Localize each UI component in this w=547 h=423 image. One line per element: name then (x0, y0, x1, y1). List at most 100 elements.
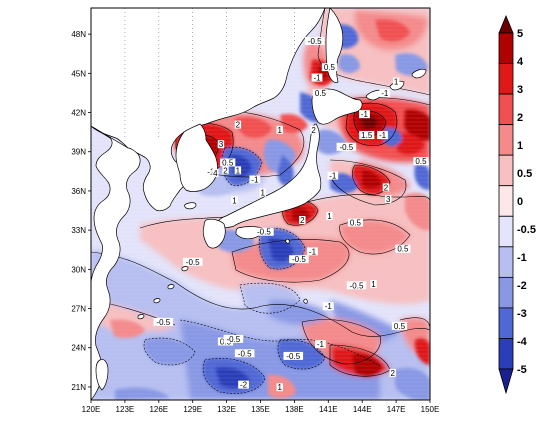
colorbar: 5 4 3 2 1 0.5 0 -0.5 -1 -2 -3 -4 -5 (498, 14, 536, 395)
contour-label: 1 (371, 280, 376, 289)
contour-label-box (276, 383, 283, 392)
colorbar-label: 5 (517, 28, 523, 40)
contour-label-box (336, 142, 357, 151)
contour-label: 1 (236, 166, 241, 175)
colorbar-label: 2 (517, 112, 523, 124)
contour-label: -1 (325, 302, 333, 311)
colorbar-label: 3 (517, 84, 523, 96)
colorbar-segment (498, 246, 514, 278)
lat-tick-label: 42N (71, 109, 86, 118)
contour-label-box (321, 63, 338, 72)
lon-tick-label: 144E (353, 405, 372, 414)
izu-islands (285, 238, 290, 244)
contour-label: 1 (277, 383, 282, 392)
contour-label-box (231, 196, 238, 205)
colorbar-label: 4 (517, 56, 524, 68)
contour-label: -0.5 (226, 335, 240, 344)
contour-label: -0.5 (238, 349, 252, 358)
contour-label: 1 (232, 196, 237, 205)
lat-tick-label: 33N (71, 226, 86, 235)
hokkaido (311, 88, 363, 125)
colorbar-label: -3 (517, 308, 527, 320)
jeju-island (184, 202, 197, 210)
contour-label: 3 (386, 195, 391, 204)
lon-tick-label: 123E (116, 405, 135, 414)
contour-label-box (220, 158, 236, 167)
contour-label-box (314, 340, 326, 349)
contour-label: 0.5 (324, 63, 336, 72)
contour-label: -1 (329, 172, 337, 181)
contour-label: -0.5 (308, 37, 322, 46)
colorbar-bottom-arrow (498, 368, 514, 395)
colorbar-segment (498, 185, 514, 217)
contour-label: 1 (327, 212, 332, 221)
lon-tick-label: 126E (149, 405, 168, 414)
contour-label: -0.5 (186, 258, 200, 267)
contour-label: 2 (311, 126, 316, 135)
contour-label: 1 (394, 77, 399, 86)
lon-tick-label: 138E (285, 405, 304, 414)
contour-label-box (289, 255, 309, 264)
contour-label-box (223, 334, 244, 343)
contour-label: -0.5 (156, 318, 170, 327)
contour-label-box (212, 168, 219, 177)
contour-label-box (153, 317, 174, 326)
lat-tick-label: 36N (71, 187, 86, 196)
contour-label-box (413, 157, 429, 166)
contour-label: -0.5 (292, 255, 306, 264)
contour-label: 1 (261, 189, 266, 198)
lon-tick-label: 135E (251, 405, 270, 414)
contour-label: -1 (207, 168, 215, 177)
colorbar-segment (498, 32, 514, 64)
colorbar-label: -2 (517, 280, 527, 292)
contour-label: -1 (361, 110, 369, 119)
colorbar-label: -5 (517, 364, 527, 376)
contour-label-box (307, 247, 318, 256)
lat-tick-label: 24N (71, 344, 86, 353)
colorbar-label: 0.5 (517, 168, 532, 180)
contour-label-box (389, 368, 396, 377)
contour-label-box (311, 73, 323, 82)
contour-label: -1 (379, 131, 387, 140)
contour-label-box (382, 183, 390, 192)
contour-label: 0.5 (315, 89, 327, 98)
colorbar-segment (498, 276, 514, 309)
contour-label-box (283, 351, 304, 360)
contour-label: 3 (219, 140, 224, 149)
lon-tick-label: 129E (183, 405, 202, 414)
contour-label-box (249, 175, 261, 184)
lon-tick-label: 150E (421, 405, 440, 414)
contour-labels: -0.50.5-10.51-1-121 21.5 -1-0.530.5-1 2 1-10… (153, 36, 429, 392)
contour-label: 2 (236, 121, 241, 130)
lat-tick-label: 21N (71, 383, 86, 392)
contour-label-box (234, 166, 242, 175)
bonin-islands (303, 298, 308, 304)
lat-tick-label: 39N (71, 148, 86, 157)
contour-label-box (310, 125, 317, 134)
contour-label-box (259, 188, 266, 197)
contour-label: -1 (251, 175, 259, 184)
map-area: -0.50.5-10.51-1-121 21.5 -1-0.530.5-1 2 1-10… (71, 7, 440, 414)
contour-label-box (359, 131, 375, 140)
contour-label-box (391, 321, 408, 330)
contour-label: 0.5 (397, 245, 409, 254)
longitude-axis: 120E 123E 126E 129E 132E 135E 138E 141E 144E 147E… (82, 400, 440, 414)
contour-label: 0.5 (222, 158, 234, 167)
contour-label-box (312, 89, 328, 98)
contour-label-box (379, 89, 391, 98)
contour-label-box (395, 244, 411, 253)
lat-tick-label: 48N (71, 30, 86, 39)
colorbar-segment (498, 124, 514, 156)
contour-label-box (370, 280, 377, 289)
contour-label: 2 (384, 183, 389, 192)
colorbar-segment (498, 307, 514, 339)
contour-label: -0.5 (339, 143, 353, 152)
contour-label: 0.5 (394, 322, 406, 331)
contour-label-box (222, 166, 229, 175)
contour-label: -2 (240, 381, 248, 390)
contour-label: 0.5 (415, 157, 427, 166)
colorbar-label: 1 (517, 140, 523, 152)
lon-tick-label: 120E (82, 405, 101, 414)
contour-label-box (392, 77, 400, 86)
